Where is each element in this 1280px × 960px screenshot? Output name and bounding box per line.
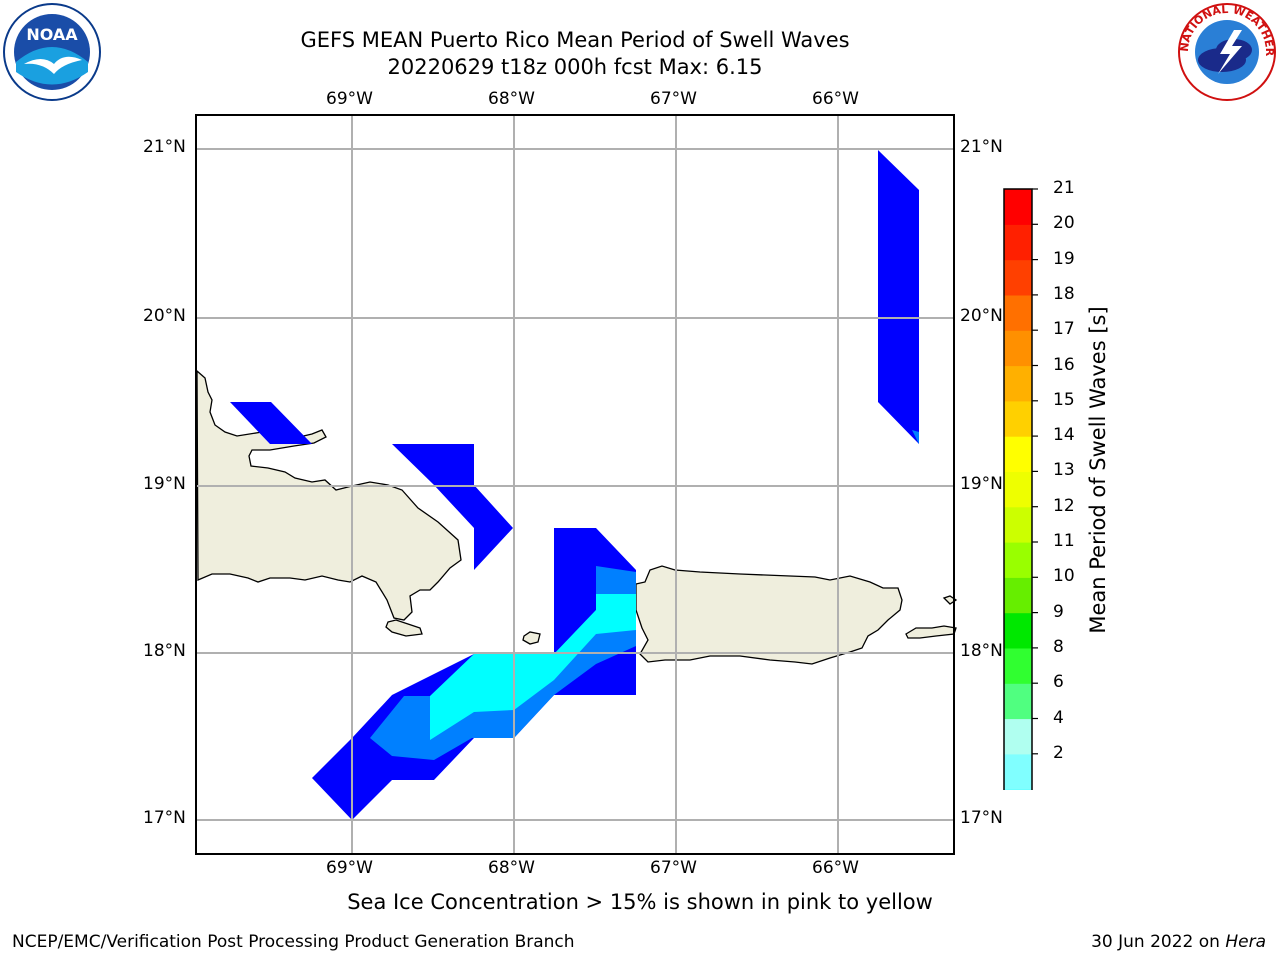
- lon-label-bottom: 69°W: [326, 858, 373, 878]
- lon-label-top: 69°W: [326, 89, 373, 109]
- date-text: 30 Jun 2022 on: [1091, 932, 1226, 952]
- lon-label-top: 67°W: [650, 89, 697, 109]
- colorbar-segment: [1004, 294, 1032, 331]
- colorbar-segment: [1004, 436, 1032, 472]
- lat-label-left: 19°N: [143, 474, 186, 494]
- lat-label-left: 20°N: [143, 306, 186, 326]
- land-puerto-rico: [635, 565, 903, 665]
- colorbar-tick-label: 11: [1053, 531, 1075, 551]
- colorbar-segment: [1004, 400, 1032, 437]
- colorbar: [1003, 188, 1038, 790]
- land-mona: [522, 631, 541, 645]
- colorbar-tick-label: 4: [1053, 707, 1064, 728]
- nws-logo: NATIONAL WEATHER SERVICE: [1176, 2, 1276, 101]
- credit-text: NCEP/EMC/Verification Post Processing Pr…: [12, 932, 575, 952]
- lat-label-right: 18°N: [960, 641, 1003, 661]
- colorbar-segment: [1004, 577, 1032, 614]
- lat-label-right: 17°N: [960, 808, 1003, 828]
- land-vieques: [905, 625, 957, 639]
- colorbar-tick-label: 2: [1053, 742, 1064, 763]
- colorbar-tick-label: 15: [1053, 389, 1075, 410]
- colorbar-segment: [1004, 471, 1032, 508]
- lat-label-right: 21°N: [960, 137, 1003, 157]
- sea-ice-note: Sea Ice Concentration > 15% is shown in …: [347, 890, 933, 914]
- lon-label-bottom: 66°W: [812, 858, 859, 878]
- colorbar-segment: [1004, 753, 1032, 790]
- colorbar-tick-label: 6: [1053, 672, 1064, 693]
- contour-2s: [392, 444, 513, 570]
- land-beata: [385, 619, 423, 637]
- colorbar-tick-label: 14: [1053, 425, 1075, 446]
- date-stamp: 30 Jun 2022 on Hera: [1091, 932, 1266, 952]
- colorbar-tick-label: 21: [1053, 178, 1075, 198]
- colorbar-tick-label: 12: [1053, 495, 1075, 516]
- colorbar-tick-label: 13: [1053, 460, 1075, 481]
- colorbar-tick-label: 19: [1053, 248, 1075, 269]
- noaa-logo-text: NOAA: [26, 25, 78, 44]
- contour-4s: [912, 430, 919, 444]
- colorbar-frame: [1003, 188, 1033, 790]
- lat-label-left: 21°N: [143, 137, 186, 157]
- machine-name: Hera: [1225, 932, 1266, 952]
- colorbar-segment: [1004, 189, 1032, 225]
- lat-label-left: 18°N: [143, 641, 186, 661]
- colorbar-segment: [1004, 224, 1032, 261]
- colorbar-segment: [1004, 330, 1032, 367]
- colorbar-tick-label: 20: [1053, 213, 1075, 234]
- lon-label-top: 66°W: [812, 89, 859, 109]
- colorbar-segment: [1004, 542, 1032, 578]
- noaa-logo: NOAA: [3, 3, 101, 101]
- colorbar-segment: [1004, 647, 1032, 684]
- contour-6s: [430, 594, 636, 740]
- lat-label-right: 20°N: [960, 306, 1003, 326]
- colorbar-tick-label: 8: [1053, 636, 1064, 657]
- colorbar-tick-label: 9: [1053, 601, 1064, 622]
- lon-label-bottom: 68°W: [488, 858, 535, 878]
- chart-subtitle: 20220629 t18z 000h fcst Max: 6.15: [387, 55, 763, 79]
- lat-label-right: 19°N: [960, 474, 1003, 494]
- colorbar-segment: [1004, 718, 1032, 755]
- lat-label-left: 17°N: [143, 808, 186, 828]
- colorbar-tick-label: 17: [1053, 319, 1075, 340]
- colorbar-tick-label: 10: [1053, 566, 1075, 587]
- colorbar-segment: [1004, 365, 1032, 402]
- chart-title: GEFS MEAN Puerto Rico Mean Period of Swe…: [300, 28, 850, 52]
- lon-label-bottom: 67°W: [650, 858, 697, 878]
- colorbar-segment: [1004, 506, 1032, 543]
- gridlines: [197, 115, 953, 853]
- colorbar-tick-label: 18: [1053, 283, 1075, 304]
- colorbar-tick-label: 16: [1053, 354, 1075, 375]
- contour-2s: [878, 150, 919, 444]
- colorbar-segment: [1004, 683, 1032, 720]
- colorbar-segment: [1004, 259, 1032, 296]
- map-frame: [195, 114, 955, 855]
- colorbar-label: Mean Period of Swell Waves [s]: [1086, 306, 1110, 634]
- colorbar-segment: [1004, 612, 1032, 649]
- contour-2s: [230, 402, 312, 444]
- lon-label-top: 68°W: [488, 89, 535, 109]
